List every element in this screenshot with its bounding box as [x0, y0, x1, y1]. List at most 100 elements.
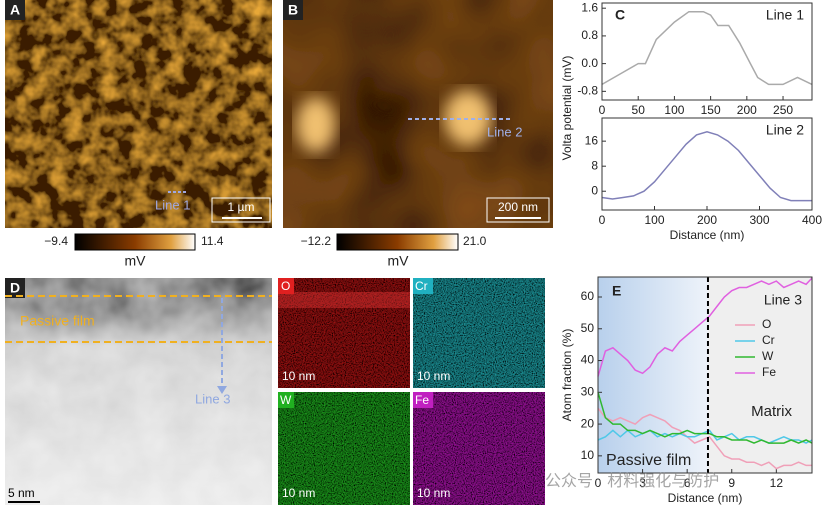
colorbar	[74, 233, 196, 251]
label-box	[5, 0, 25, 20]
x-tick-label: 250	[773, 103, 793, 117]
annotation: Line 2	[766, 122, 804, 138]
annotation: Line 3	[764, 292, 802, 308]
y-axis-label: Volta potential (mV)	[560, 56, 574, 161]
label-box	[283, 0, 303, 20]
scale-label: 200 nm	[498, 200, 538, 214]
panel-b: B Line 2 200 nm −12.2 21.0 mV	[283, 0, 553, 269]
series-line	[597, 392, 813, 444]
scale-label: 5 nm	[8, 486, 35, 500]
panel-a: A Line 1 1 µm −9.4 11.4 mV	[5, 0, 272, 269]
plot-frame	[597, 276, 813, 474]
plot-frame	[601, 117, 813, 211]
panel-label: E	[612, 283, 621, 299]
x-tick-label: 400	[802, 213, 822, 227]
scale-label: 10 nm	[417, 369, 450, 383]
film-region	[598, 277, 708, 473]
y-axis-label: Atom fraction (%)	[560, 329, 574, 422]
cbar-max: 11.4	[201, 234, 224, 248]
scale-label: 10 nm	[282, 486, 315, 500]
eds-maps: O Cr W Fe 10 nm 10 nm 10 nm 10 nm	[278, 278, 545, 505]
colorbar	[336, 233, 459, 251]
series-line	[597, 429, 813, 444]
legend-label: Fe	[762, 365, 776, 379]
map-cr	[413, 278, 545, 388]
film-band	[278, 292, 410, 308]
film-label: Passive film	[20, 313, 95, 329]
y-tick-label: 50	[581, 321, 595, 335]
tag	[413, 278, 433, 294]
scale-box	[486, 197, 550, 223]
y-tick-label: 16	[585, 133, 599, 147]
series-line	[597, 277, 813, 377]
y-tick-label: 0	[591, 183, 598, 197]
tag	[278, 392, 294, 408]
cbar-min: −12.2	[301, 234, 332, 248]
bright-spot	[296, 97, 336, 153]
scale-label: 10 nm	[417, 486, 450, 500]
x-tick-label: 200	[697, 213, 717, 227]
arrow-head	[217, 386, 227, 394]
scale-label: 10 nm	[282, 369, 315, 383]
scale-label: 1 µm	[228, 200, 255, 214]
y-tick-label: 40	[581, 353, 595, 367]
x-tick-label: 3	[639, 476, 646, 490]
tag	[278, 278, 294, 294]
cbar-max: 21.0	[463, 234, 487, 248]
x-tick-label: 0	[595, 476, 602, 490]
line-label: Line 3	[195, 391, 230, 406]
series-line	[601, 131, 812, 202]
panel-label: C	[615, 7, 625, 23]
panel-d: D Passive film Line 3 5 nm	[5, 278, 272, 505]
x-tick-label: 0	[599, 103, 606, 117]
panel-label: B	[288, 2, 298, 18]
x-tick-label: 100	[644, 213, 664, 227]
x-tick-label: 50	[632, 103, 646, 117]
series-line	[597, 407, 812, 470]
x-tick-label: 0	[599, 213, 606, 227]
x-tick-label: 12	[770, 476, 784, 490]
region-label: Matrix	[751, 403, 792, 420]
series-line	[601, 10, 813, 86]
legend-label: Cr	[762, 333, 775, 347]
panel-label: A	[10, 2, 20, 18]
line-label: Line 2	[487, 124, 522, 139]
y-tick-label: 60	[581, 289, 595, 303]
cbar-min: −9.4	[44, 234, 68, 248]
map-o	[278, 278, 410, 388]
stem-image	[5, 278, 272, 505]
y-tick-label: 30	[581, 384, 595, 398]
element-label: Cr	[415, 279, 428, 293]
y-tick-label: 1.6	[581, 0, 598, 14]
annotation: Line 1	[766, 7, 804, 23]
panel-label: D	[10, 280, 20, 296]
y-tick-label: 0.0	[581, 56, 598, 70]
x-tick-label: 6	[684, 476, 691, 490]
y-tick-label: 8	[591, 158, 598, 172]
y-tick-label: 0.8	[581, 28, 598, 42]
element-label: W	[280, 393, 292, 407]
element-label: O	[281, 279, 290, 293]
x-tick-label: 100	[664, 103, 684, 117]
x-axis-label: Distance (nm)	[668, 491, 743, 505]
afm-image	[5, 0, 272, 228]
charts: 0 50 100 150 200 250-0.80.00.81.6 Line 1Volta …	[545, 0, 822, 505]
cbar-unit: mV	[388, 253, 410, 269]
scale-box	[211, 197, 271, 223]
y-tick-label: 20	[581, 416, 595, 430]
legend-label: W	[762, 349, 774, 363]
x-tick-label: 9	[728, 476, 735, 490]
region-label: Passive film	[606, 452, 691, 469]
element-label: Fe	[415, 393, 429, 407]
x-axis-label: Distance (nm)	[670, 228, 745, 242]
y-tick-label: 10	[581, 448, 595, 462]
label-box	[5, 278, 25, 298]
cbar-unit: mV	[125, 253, 147, 269]
x-tick-label: 200	[737, 103, 757, 117]
legend-label: O	[762, 317, 771, 331]
y-tick-label: -0.8	[577, 84, 598, 98]
line-label: Line 1	[155, 197, 190, 212]
watermark: 公众号 · 材料强化与防护	[545, 472, 719, 490]
map-w	[278, 392, 410, 505]
